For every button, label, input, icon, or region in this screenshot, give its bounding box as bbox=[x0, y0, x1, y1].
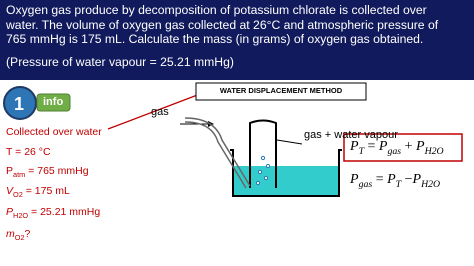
cylinder bbox=[249, 119, 277, 188]
title-box bbox=[195, 82, 367, 101]
value: = 175 mL bbox=[22, 185, 70, 197]
subscript: H2O bbox=[424, 145, 444, 157]
operator: − bbox=[401, 172, 413, 187]
value: ? bbox=[24, 228, 31, 240]
given-item: PH2O = 25.21 mmHg bbox=[6, 206, 100, 220]
badge-number: 1 bbox=[14, 94, 25, 114]
subscript: O2 bbox=[13, 190, 23, 200]
bubble bbox=[265, 163, 271, 169]
subscript: gas bbox=[387, 145, 402, 157]
question-line: water. The volume of oxygen gas collecte… bbox=[6, 17, 439, 32]
operator: + bbox=[401, 139, 417, 154]
subscript: O2 bbox=[14, 233, 25, 243]
symbol: m bbox=[6, 228, 15, 240]
bubble bbox=[255, 180, 261, 186]
bubble bbox=[263, 175, 269, 181]
info-box bbox=[36, 93, 71, 112]
question-line: Oxygen gas produce by decomposition of p… bbox=[6, 3, 427, 17]
symbol: T bbox=[6, 146, 13, 158]
value: = 26 °C bbox=[12, 146, 51, 158]
equation: Pgas = PT −PH2O bbox=[350, 172, 440, 190]
symbol: P bbox=[378, 139, 388, 154]
badge-label: info bbox=[43, 96, 64, 108]
question-line: 765 mmHg is 175 mL. Calculate the mass (… bbox=[6, 32, 424, 46]
delivery-tube bbox=[184, 117, 251, 189]
equation-box bbox=[343, 133, 463, 162]
symbol: P bbox=[416, 139, 425, 154]
subscript: T bbox=[395, 178, 402, 190]
symbol: P bbox=[6, 206, 14, 218]
beaker bbox=[230, 149, 342, 197]
equation: PT = Pgas + PH2O bbox=[350, 139, 444, 157]
bubble bbox=[260, 155, 266, 161]
given-item: Patm = 765 mmHg bbox=[6, 165, 89, 179]
bubble bbox=[257, 169, 263, 175]
given-item: VO2 = 175 mL bbox=[6, 185, 70, 199]
symbol: P bbox=[350, 172, 359, 187]
symbol: P bbox=[412, 172, 422, 187]
symbol: P bbox=[387, 172, 396, 187]
subscript: T bbox=[358, 145, 365, 157]
value: = 765 mmHg bbox=[25, 165, 89, 177]
question-note: (Pressure of water vapour = 25.21 mmHg) bbox=[6, 54, 234, 69]
pointer-line bbox=[107, 93, 201, 130]
diagram-title: WATER DISPLACEMENT METHOD bbox=[219, 86, 343, 95]
question-box: Oxygen gas produce by decomposition of p… bbox=[0, 0, 474, 80]
collected-label: gas + water vapour bbox=[304, 129, 398, 141]
subscript: H2O bbox=[13, 211, 29, 221]
operator: = bbox=[372, 172, 388, 187]
symbol: P bbox=[6, 165, 14, 177]
badge-circle bbox=[3, 86, 37, 120]
value: = 25.21 mmHg bbox=[28, 206, 101, 218]
subscript: gas bbox=[358, 178, 373, 190]
operator: = bbox=[364, 139, 379, 154]
subscript: H2O bbox=[421, 178, 441, 190]
water bbox=[233, 166, 339, 196]
symbol: V bbox=[6, 185, 14, 197]
given-item: T = 26 °C bbox=[6, 146, 51, 158]
gas-label: gas bbox=[151, 106, 169, 118]
given-heading: Collected over water bbox=[6, 126, 102, 138]
given-item: mO2? bbox=[6, 228, 30, 242]
label-line bbox=[276, 139, 303, 145]
symbol: P bbox=[350, 139, 359, 154]
subscript: atm bbox=[13, 170, 26, 180]
